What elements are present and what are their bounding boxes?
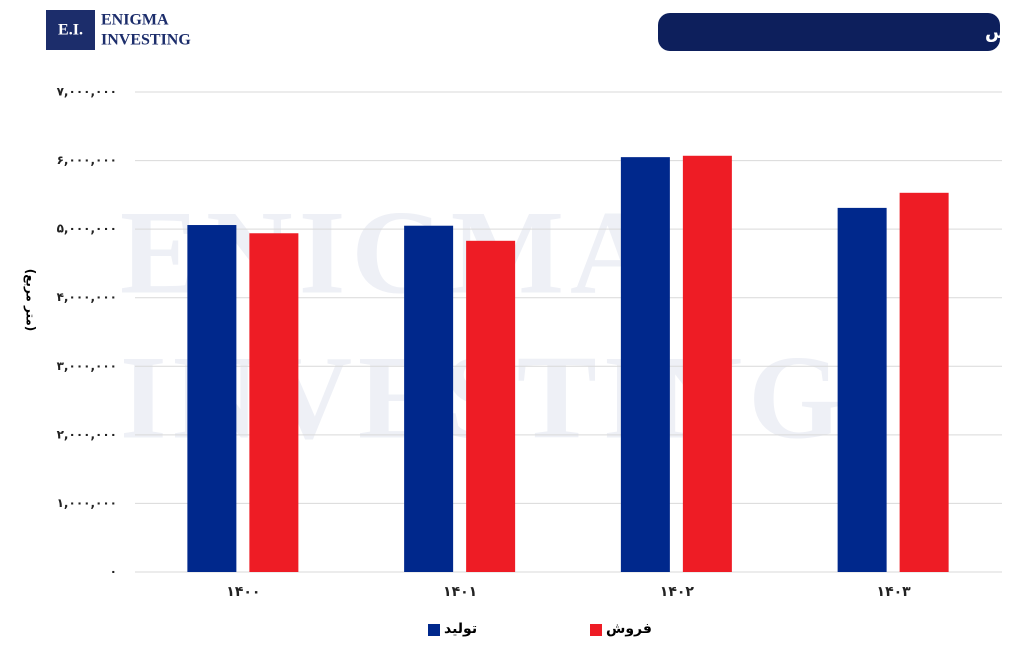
bar bbox=[187, 225, 237, 572]
y-tick-label: ۳,۰۰۰,۰۰۰ bbox=[57, 359, 117, 373]
legend-swatch bbox=[428, 624, 440, 636]
logo-mark: E.I. bbox=[58, 22, 83, 39]
bar bbox=[837, 207, 887, 572]
title-box bbox=[658, 13, 1000, 51]
x-tick-label: ۱۴۰۲ bbox=[660, 584, 695, 600]
y-tick-label: ۱,۰۰۰,۰۰۰ bbox=[57, 496, 117, 510]
bar bbox=[682, 155, 732, 572]
y-tick-label: ۴,۰۰۰,۰۰۰ bbox=[57, 290, 117, 304]
bar bbox=[466, 240, 516, 573]
y-tick-label: ۷,۰۰۰,۰۰۰ bbox=[57, 85, 117, 99]
x-tick-label: ۱۴۰۰ bbox=[226, 584, 260, 600]
y-tick-label: ۲,۰۰۰,۰۰۰ bbox=[57, 427, 117, 441]
x-tick-label: ۱۴۰۳ bbox=[877, 584, 912, 600]
y-axis-label: (متر مربع) bbox=[24, 269, 38, 332]
legend-label: تولید bbox=[444, 621, 477, 637]
legend-label: فروش bbox=[606, 621, 652, 637]
bar bbox=[249, 233, 299, 572]
y-tick-label: ۶,۰۰۰,۰۰۰ bbox=[57, 153, 117, 167]
y-tick-label: ۰ bbox=[110, 565, 117, 579]
bar bbox=[620, 157, 670, 572]
bar bbox=[404, 225, 454, 572]
bar bbox=[899, 192, 949, 573]
x-tick-label: ۱۴۰۱ bbox=[443, 584, 477, 600]
chart-title: مقایسه فروش و تولید کپارس bbox=[985, 22, 1024, 43]
logo-line: Enigma bbox=[101, 12, 169, 29]
legend-swatch bbox=[590, 624, 602, 636]
y-tick-label: ۵,۰۰۰,۰۰۰ bbox=[57, 222, 117, 236]
logo-line: Investing bbox=[101, 32, 191, 49]
logo-box bbox=[46, 10, 95, 50]
